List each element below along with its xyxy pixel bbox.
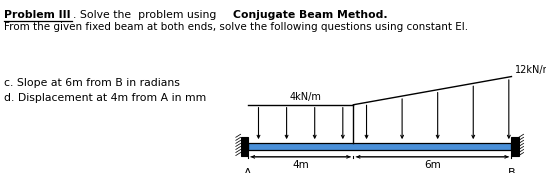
Text: 6m: 6m: [424, 160, 441, 170]
Text: Problem III: Problem III: [4, 10, 70, 20]
Bar: [512, 137, 519, 156]
Bar: [248, 143, 512, 150]
Text: Conjugate Beam Method.: Conjugate Beam Method.: [233, 10, 388, 20]
Text: 12kN/m: 12kN/m: [515, 65, 546, 75]
Text: B: B: [508, 168, 515, 173]
Text: c. Slope at 6m from B in radians: c. Slope at 6m from B in radians: [4, 78, 180, 88]
Text: From the given fixed beam at both ends, solve the following questions using cons: From the given fixed beam at both ends, …: [4, 22, 468, 32]
Text: . Solve the  problem using: . Solve the problem using: [73, 10, 220, 20]
Text: 4kN/m: 4kN/m: [290, 92, 322, 102]
Text: A: A: [244, 168, 252, 173]
Text: 4m: 4m: [292, 160, 309, 170]
Bar: [241, 137, 248, 156]
Text: d. Displacement at 4m from A in mm: d. Displacement at 4m from A in mm: [4, 93, 206, 103]
